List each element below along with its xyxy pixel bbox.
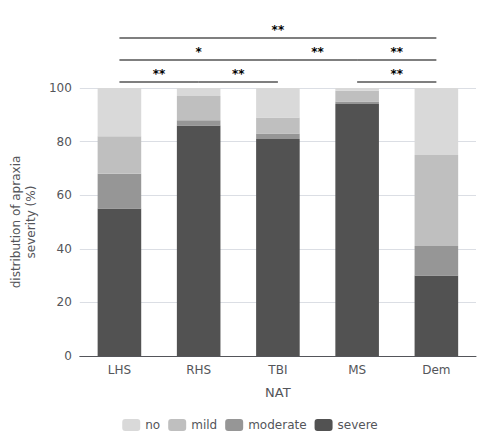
svg-text:Dem: Dem: [422, 363, 450, 377]
svg-text:100: 100: [49, 81, 72, 95]
svg-text:mild: mild: [191, 418, 217, 432]
svg-text:moderate: moderate: [248, 418, 306, 432]
svg-text:80: 80: [57, 135, 72, 149]
svg-text:LHS: LHS: [108, 363, 131, 377]
svg-text:severity (%): severity (%): [24, 186, 38, 259]
svg-text:**: **: [232, 67, 245, 81]
svg-text:no: no: [145, 418, 160, 432]
svg-text:**: **: [153, 67, 166, 81]
svg-text:40: 40: [57, 242, 72, 256]
svg-text:MS: MS: [348, 363, 366, 377]
svg-text:**: **: [272, 23, 285, 37]
svg-text:**: **: [390, 45, 403, 59]
svg-text:*: *: [196, 45, 203, 59]
svg-text:**: **: [390, 67, 403, 81]
svg-text:NAT: NAT: [265, 385, 291, 400]
svg-text:20: 20: [57, 295, 72, 309]
svg-text:**: **: [311, 45, 324, 59]
svg-text:0: 0: [64, 349, 72, 363]
svg-text:severe: severe: [338, 418, 378, 432]
svg-text:distribution of apraxia: distribution of apraxia: [9, 156, 23, 289]
svg-text:RHS: RHS: [186, 363, 211, 377]
svg-text:60: 60: [57, 188, 72, 202]
svg-text:TBI: TBI: [267, 363, 287, 377]
